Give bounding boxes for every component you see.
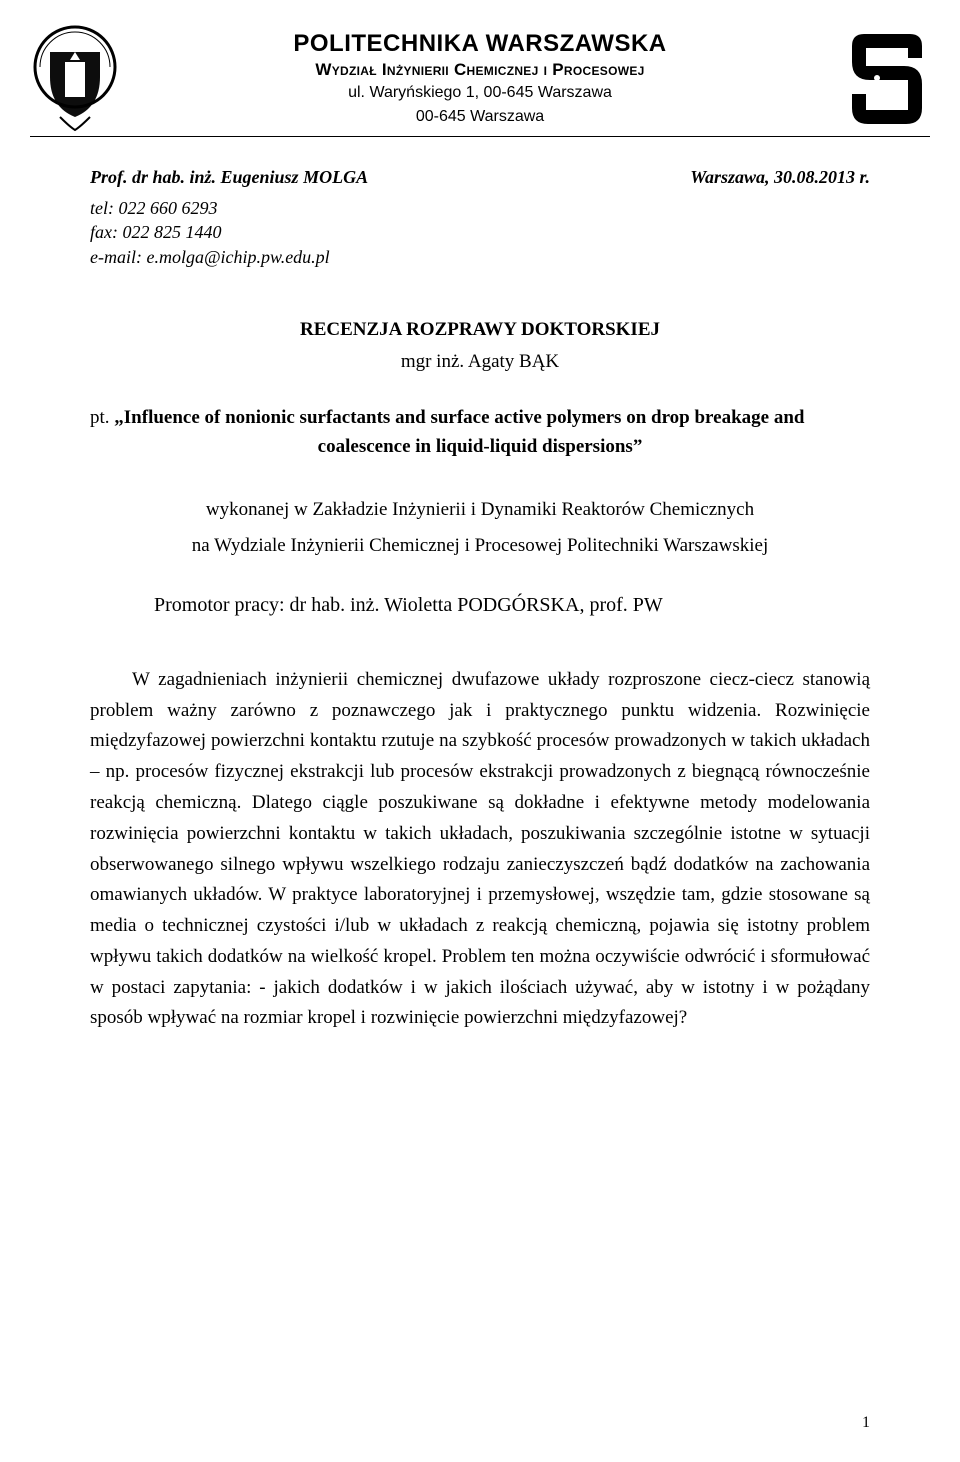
header-row: Prof. dr hab. inż. Eugeniusz MOLGA Warsz… <box>90 167 870 188</box>
body-paragraph: W zagadnieniach inżynierii chemicznej dw… <box>90 665 870 1034</box>
document-date: Warszawa, 30.08.2013 r. <box>690 167 870 188</box>
promotor-line: Promotor pracy: dr hab. inż. Wioletta PO… <box>154 594 870 617</box>
affiliation-line2: na Wydziale Inżynierii Chemicznej i Proc… <box>90 528 870 564</box>
document-title: RECENZJA ROZPRAWY DOKTORSKIEJ <box>90 319 870 341</box>
thesis-title-line2: coalescence in liquid-liquid dispersions… <box>90 432 870 461</box>
letterhead-title: POLITECHNIKA WARSZAWSKA <box>90 30 870 58</box>
letterhead: ich POLITECHNIKA WARSZAWSKA Wydział Inży… <box>90 30 870 126</box>
letterhead-subtitle: Wydział Inżynierii Chemicznej i Procesow… <box>90 60 870 80</box>
thesis-title-line1: „Influence of nonionic surfactants and s… <box>114 407 804 428</box>
letterhead-divider <box>30 136 930 137</box>
letterhead-city: 00-645 Warszawa <box>90 108 870 126</box>
contact-block: tel: 022 660 6293 fax: 022 825 1440 e-ma… <box>90 196 870 269</box>
contact-fax: fax: 022 825 1440 <box>90 220 870 244</box>
page-number: 1 <box>862 1414 870 1432</box>
thesis-title-block: pt. „Influence of nonionic surfactants a… <box>90 403 870 462</box>
affiliation-line1: wykonanej w Zakładzie Inżynierii i Dynam… <box>90 492 870 528</box>
thesis-pt: pt. <box>90 407 114 428</box>
contact-email: e-mail: e.molga@ichip.pw.edu.pl <box>90 245 870 269</box>
letterhead-address: ul. Waryńskiego 1, 00-645 Warszawa <box>90 84 870 102</box>
author-degree: mgr inż. Agaty BĄK <box>90 351 870 373</box>
svg-text:ich: ich <box>872 79 901 101</box>
affiliation-block: wykonanej w Zakładzie Inżynierii i Dynam… <box>90 492 870 564</box>
professor-name: Prof. dr hab. inż. Eugeniusz MOLGA <box>90 167 368 188</box>
pw-crest-icon <box>30 22 120 132</box>
contact-tel: tel: 022 660 6293 <box>90 196 870 220</box>
ich-logo-icon: ich <box>844 26 930 130</box>
